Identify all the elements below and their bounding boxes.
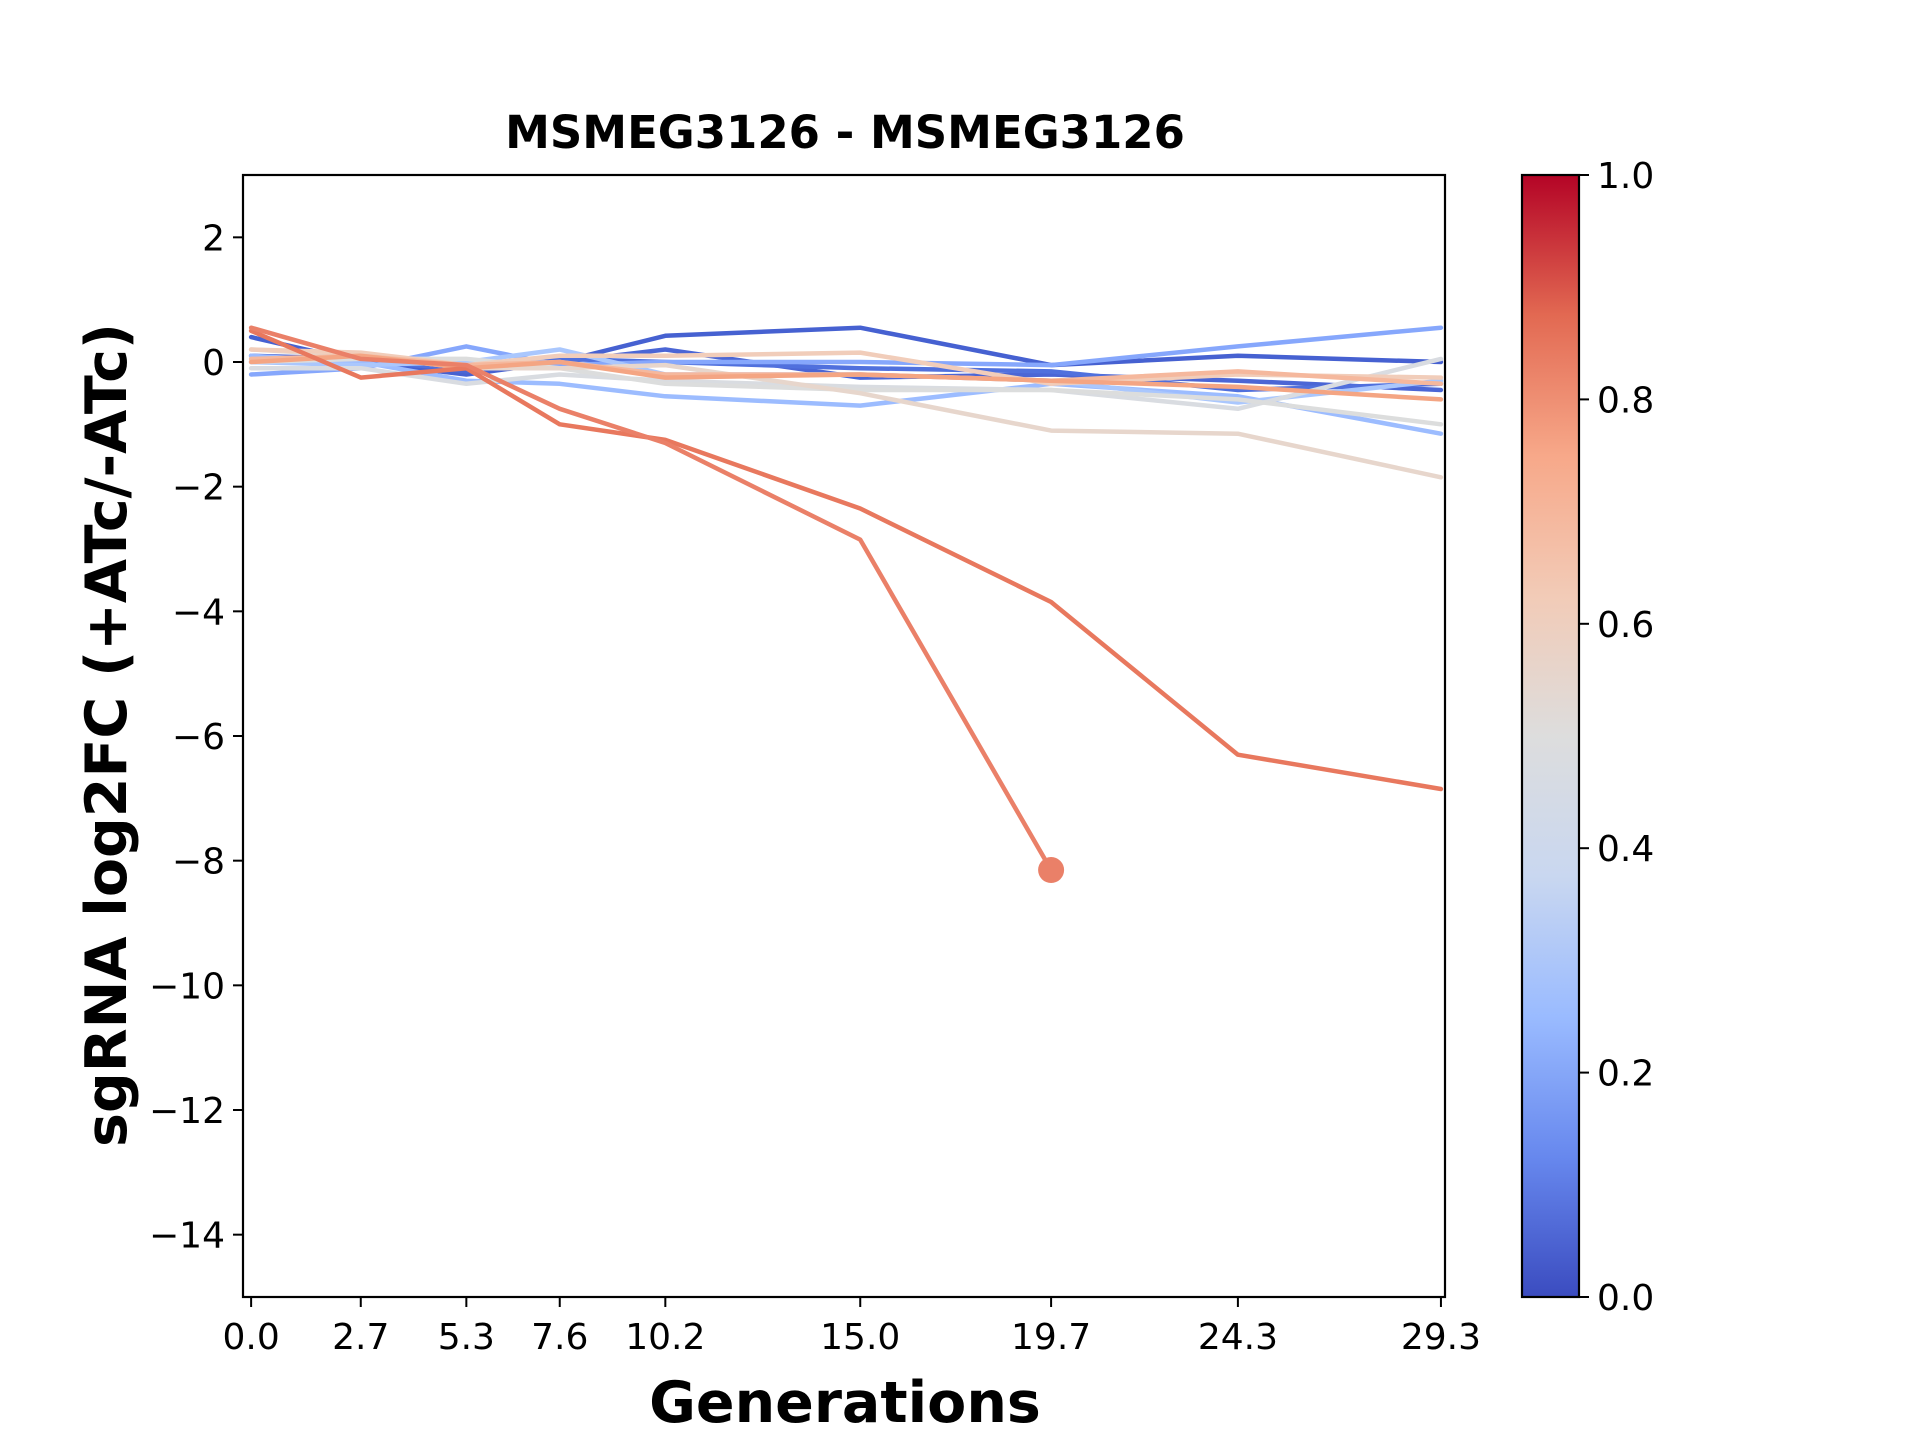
x-tick-label-3: 7.6 [531,1317,588,1358]
x-tick-label-4: 10.2 [625,1317,705,1358]
series-line-13 [248,325,1054,873]
series-end-marker-13 [1038,857,1065,884]
series-line-4 [248,353,1444,436]
y-tick-label-2: −2 [172,468,225,509]
x-axis: 0.0 2.7 5.3 7.6 10.2 15.0 19.7 24.3 29.3 [222,1297,1481,1358]
x-axis-label: Generations [649,1370,1041,1436]
colorbar-tick-label-0: 0.0 [1597,1278,1654,1319]
y-tick-label-4: −6 [172,717,225,758]
colorbar [1520,173,1581,1299]
x-tick-label-6: 19.7 [1011,1317,1091,1358]
y-tick-label-3: −4 [172,592,225,633]
colorbar-tick-label-4: 0.8 [1597,380,1654,421]
colorbar-tick-label-1: 0.2 [1597,1054,1654,1095]
y-axis-label: sgRNA log2FC (+ATc/-ATc) [74,323,140,1147]
x-tick-label-0: 0.0 [222,1317,279,1358]
x-tick-label-1: 2.7 [332,1317,389,1358]
y-tick-label-0: 2 [202,218,225,259]
x-tick-label-8: 29.3 [1401,1317,1481,1358]
y-tick-label-7: −12 [149,1091,225,1132]
x-tick-label-7: 24.3 [1198,1317,1278,1358]
y-axis: 2 0 −2 −4 −6 −8 −10 −12 −14 [149,218,243,1257]
colorbar-axis: 0.0 0.2 0.4 0.6 0.8 1.0 [1579,156,1654,1319]
colorbar-tick-label-3: 0.6 [1597,605,1654,646]
chart-title: MSMEG3126 - MSMEG3126 [505,106,1185,159]
x-tick-label-2: 5.3 [438,1317,495,1358]
series-layer [248,325,1444,884]
y-tick-label-8: −14 [149,1216,225,1257]
colorbar-tick-label-5: 1.0 [1597,156,1654,197]
series-line-12 [248,328,1444,792]
colorbar-tick-label-2: 0.4 [1597,829,1654,870]
y-tick-label-5: −8 [172,842,225,883]
y-tick-label-6: −10 [149,966,225,1007]
x-tick-label-5: 15.0 [820,1317,900,1358]
y-tick-label-1: 0 [202,343,225,384]
